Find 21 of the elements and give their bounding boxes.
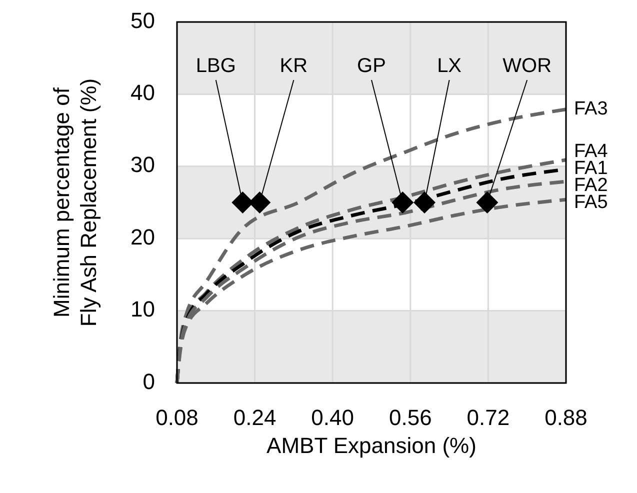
y-tick-label: 0 xyxy=(142,368,155,394)
y-tick-label: 10 xyxy=(130,296,155,322)
annotation: WOR xyxy=(502,55,552,77)
x-axis-title: AMBT Expansion (%) xyxy=(266,433,476,458)
annotation: LBG xyxy=(196,55,236,77)
x-tick-label: 0.08 xyxy=(156,405,198,430)
x-tick-label: 0.56 xyxy=(388,405,432,430)
x-tick-label: 0.24 xyxy=(233,405,276,430)
series-label: FA5 xyxy=(574,192,608,214)
series-label: FA3 xyxy=(574,98,608,120)
y-axis-title: Minimum percentage of Fly Ash Replacement (%) xyxy=(49,78,101,327)
y-tick-label: 50 xyxy=(130,8,155,33)
x-tick-label: 0.40 xyxy=(311,405,354,430)
annotation: LX xyxy=(437,55,462,77)
x-tick-label: 0.72 xyxy=(466,405,510,430)
y-tick-label: 20 xyxy=(130,224,155,250)
annotation: KR xyxy=(280,55,308,77)
y-tick-label: 30 xyxy=(130,152,155,178)
x-tick-label: 0.88 xyxy=(544,405,588,430)
annotation: GP xyxy=(357,55,386,77)
y-tick-label: 40 xyxy=(130,80,155,106)
